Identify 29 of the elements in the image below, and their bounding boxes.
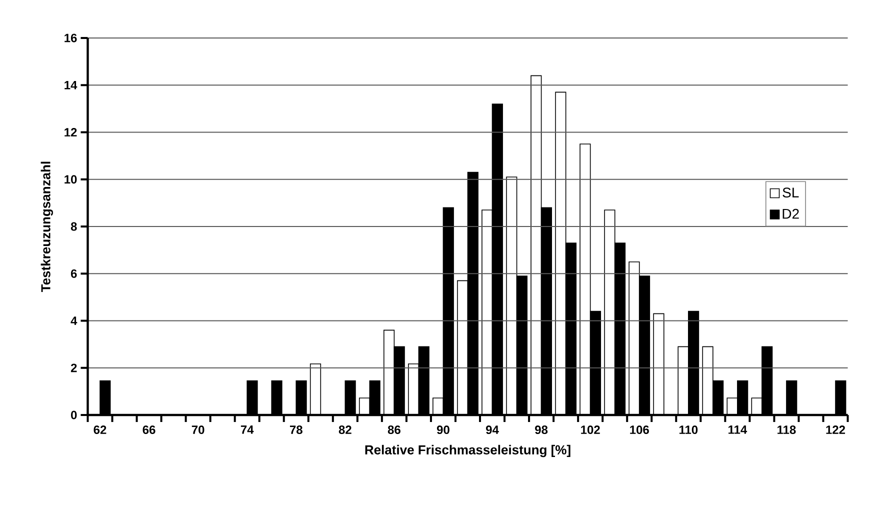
x-tick-label: 86 <box>388 426 400 434</box>
x-tick-label: 74 <box>240 426 254 434</box>
x-tick-label: 114 <box>728 426 748 434</box>
x-tick-label: 70 <box>192 426 204 434</box>
legend-label: D2 <box>782 208 799 219</box>
x-tick-label: 78 <box>290 426 302 434</box>
y-tick-label: 8 <box>70 222 77 231</box>
x-tick-label: 66 <box>142 426 156 434</box>
x-tick-label: 62 <box>94 426 106 434</box>
legend-label: SL <box>782 188 799 198</box>
y-tick-label: 10 <box>64 175 77 184</box>
y-tick-label: 14 <box>64 81 78 90</box>
y-tick-label: 4 <box>70 316 78 325</box>
x-tick-label: 82 <box>338 426 352 434</box>
y-tick-label: 16 <box>64 34 77 42</box>
y-axis-title: Testkreuzungsanzahl <box>40 162 53 292</box>
x-axis-title: Relative Frischmasseleistung [%] <box>365 444 570 458</box>
x-tick-label: 98 <box>535 426 548 434</box>
x-tick-label: 110 <box>679 426 698 434</box>
x-tick-label: 122 <box>826 426 846 434</box>
y-tick-label: 0 <box>71 410 77 420</box>
y-tick-label: 12 <box>64 128 77 136</box>
y-tick-label: 6 <box>70 269 77 278</box>
x-tick-label: 90 <box>436 426 450 434</box>
x-tick-label: 118 <box>778 426 796 434</box>
y-tick-label: 2 <box>70 364 77 372</box>
x-tick-label: 106 <box>630 426 649 434</box>
x-tick-label: 94 <box>486 426 499 434</box>
x-tick-label: 102 <box>581 426 600 434</box>
